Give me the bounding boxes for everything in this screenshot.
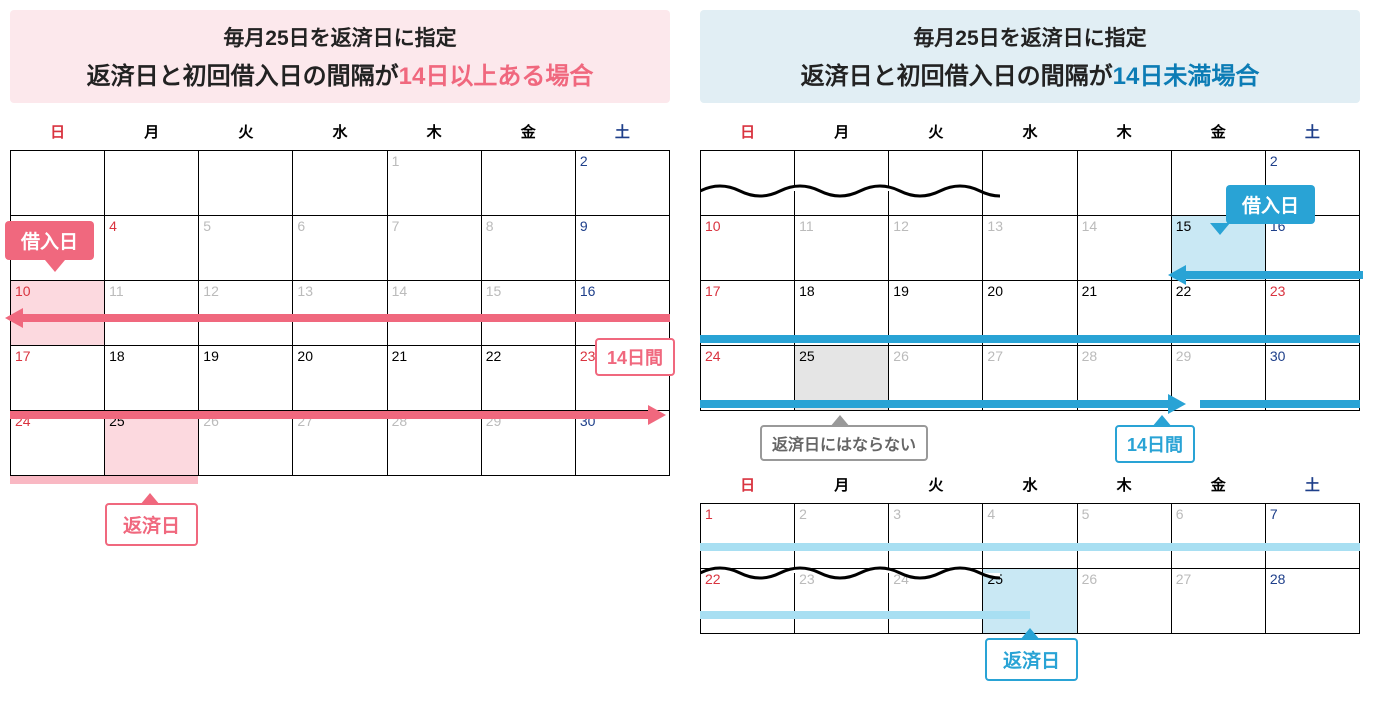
- left-calendar-wrap: 日月火水木金土123456789101112131415161718192021…: [10, 113, 670, 476]
- calendar-cell: 19: [199, 346, 293, 411]
- left-header: 毎月25日を返済日に指定 返済日と初回借入日の間隔が14日以上ある場合: [10, 10, 670, 103]
- calendar-cell: [293, 151, 387, 216]
- arrow-left-head-icon: [5, 308, 23, 328]
- arrow-right-head-icon: [648, 405, 666, 425]
- calendar-cell: [199, 151, 293, 216]
- arrow-line-3: [10, 476, 198, 484]
- calendar-cell: 21: [387, 346, 481, 411]
- calendar-cell: 13: [983, 216, 1077, 281]
- arrow-r1-line: [1183, 271, 1363, 279]
- left-header-line1: 毎月25日を返済日に指定: [30, 22, 650, 52]
- repay-tag-r: 返済日: [985, 638, 1078, 681]
- calendar-cell: 28: [387, 411, 481, 476]
- diagram-container: 毎月25日を返済日に指定 返済日と初回借入日の間隔が14日以上ある場合 日月火水…: [10, 10, 1387, 634]
- calendar-cell: [11, 151, 105, 216]
- right-header-line1: 毎月25日を返済日に指定: [720, 22, 1340, 52]
- arrow-r3b-line: [1200, 400, 1360, 408]
- calendar-cell: 13: [293, 281, 387, 346]
- arrow-r3-head-icon: [1168, 394, 1186, 414]
- arrow-r3-line: [700, 400, 1170, 408]
- calendar-cell: 6: [1171, 504, 1265, 569]
- calendar-cell: 4: [983, 504, 1077, 569]
- calendar-cell: [1077, 151, 1171, 216]
- days-callout-r: 14日間: [1115, 425, 1195, 463]
- arrow-r4-line: [700, 543, 1360, 551]
- arrow-line-1: [20, 314, 670, 322]
- calendar-cell: 29: [481, 411, 575, 476]
- calendar-cell: 12: [199, 281, 293, 346]
- calendar-cell: 10: [701, 216, 795, 281]
- calendar-cell: 22: [481, 346, 575, 411]
- calendar-cell: 25: [105, 411, 199, 476]
- calendar-cell: 11: [795, 216, 889, 281]
- skip-tag: 返済日にはならない: [760, 425, 928, 461]
- right-calendar-1: 日月火水木金土210111213141516171819202122232425…: [700, 113, 1360, 411]
- calendar-cell: 15: [481, 281, 575, 346]
- right-panel: 毎月25日を返済日に指定 返済日と初回借入日の間隔が14日未満場合 日月火水木金…: [700, 10, 1360, 634]
- calendar-cell: 6: [293, 216, 387, 281]
- calendar-cell: [105, 151, 199, 216]
- calendar-cell: 7: [387, 216, 481, 281]
- calendar-cell: 2: [575, 151, 669, 216]
- left-calendar: 日月火水木金土123456789101112131415161718192021…: [10, 113, 670, 476]
- arrow-r2-line: [700, 335, 1360, 343]
- calendar-cell: 8: [481, 216, 575, 281]
- calendar-cell: 26: [1077, 569, 1171, 634]
- calendar-cell: 3: [889, 504, 983, 569]
- calendar-cell: 5: [1077, 504, 1171, 569]
- calendar-cell: 12: [889, 216, 983, 281]
- repay-tag: 返済日: [105, 503, 198, 546]
- calendar-cell: 24: [11, 411, 105, 476]
- right-calendar-wrap: 日月火水木金土210111213141516171819202122232425…: [700, 113, 1360, 634]
- arrow-line-2: [10, 411, 650, 419]
- wavy-break-2-icon: [700, 563, 1000, 583]
- arrow-r5-line: [700, 611, 1030, 619]
- borrow-tag: 借入日: [5, 221, 94, 260]
- wavy-break-1-icon: [700, 181, 1000, 201]
- arrow-r1-head-icon: [1168, 265, 1186, 285]
- right-header-line2: 返済日と初回借入日の間隔が14日未満場合: [720, 56, 1340, 91]
- left-header-line2: 返済日と初回借入日の間隔が14日以上ある場合: [30, 56, 650, 91]
- calendar-cell: 10: [11, 281, 105, 346]
- calendar-cell: 27: [293, 411, 387, 476]
- borrow-pointer-r-icon: [1210, 223, 1230, 235]
- calendar-cell: 20: [293, 346, 387, 411]
- calendar-cell: 2: [795, 504, 889, 569]
- calendar-cell: 28: [1265, 569, 1359, 634]
- calendar-cell: 14: [387, 281, 481, 346]
- calendar-cell: 1: [701, 504, 795, 569]
- calendar-cell: 9: [575, 216, 669, 281]
- days-callout: 14日間: [595, 338, 675, 376]
- calendar-cell: 18: [105, 346, 199, 411]
- calendar-cell: 14: [1077, 216, 1171, 281]
- calendar-cell: 1: [387, 151, 481, 216]
- calendar-cell: [481, 151, 575, 216]
- calendar-cell: 4: [105, 216, 199, 281]
- calendar-cell: 17: [11, 346, 105, 411]
- left-panel: 毎月25日を返済日に指定 返済日と初回借入日の間隔が14日以上ある場合 日月火水…: [10, 10, 670, 634]
- calendar-cell: 7: [1265, 504, 1359, 569]
- calendar-cell: 27: [1171, 569, 1265, 634]
- borrow-tag-r: 借入日: [1226, 185, 1315, 224]
- right-header: 毎月25日を返済日に指定 返済日と初回借入日の間隔が14日未満場合: [700, 10, 1360, 103]
- borrow-pointer-icon: [45, 260, 65, 272]
- calendar-cell: 11: [105, 281, 199, 346]
- calendar-cell: 16: [575, 281, 669, 346]
- calendar-cell: 26: [199, 411, 293, 476]
- calendar-cell: 5: [199, 216, 293, 281]
